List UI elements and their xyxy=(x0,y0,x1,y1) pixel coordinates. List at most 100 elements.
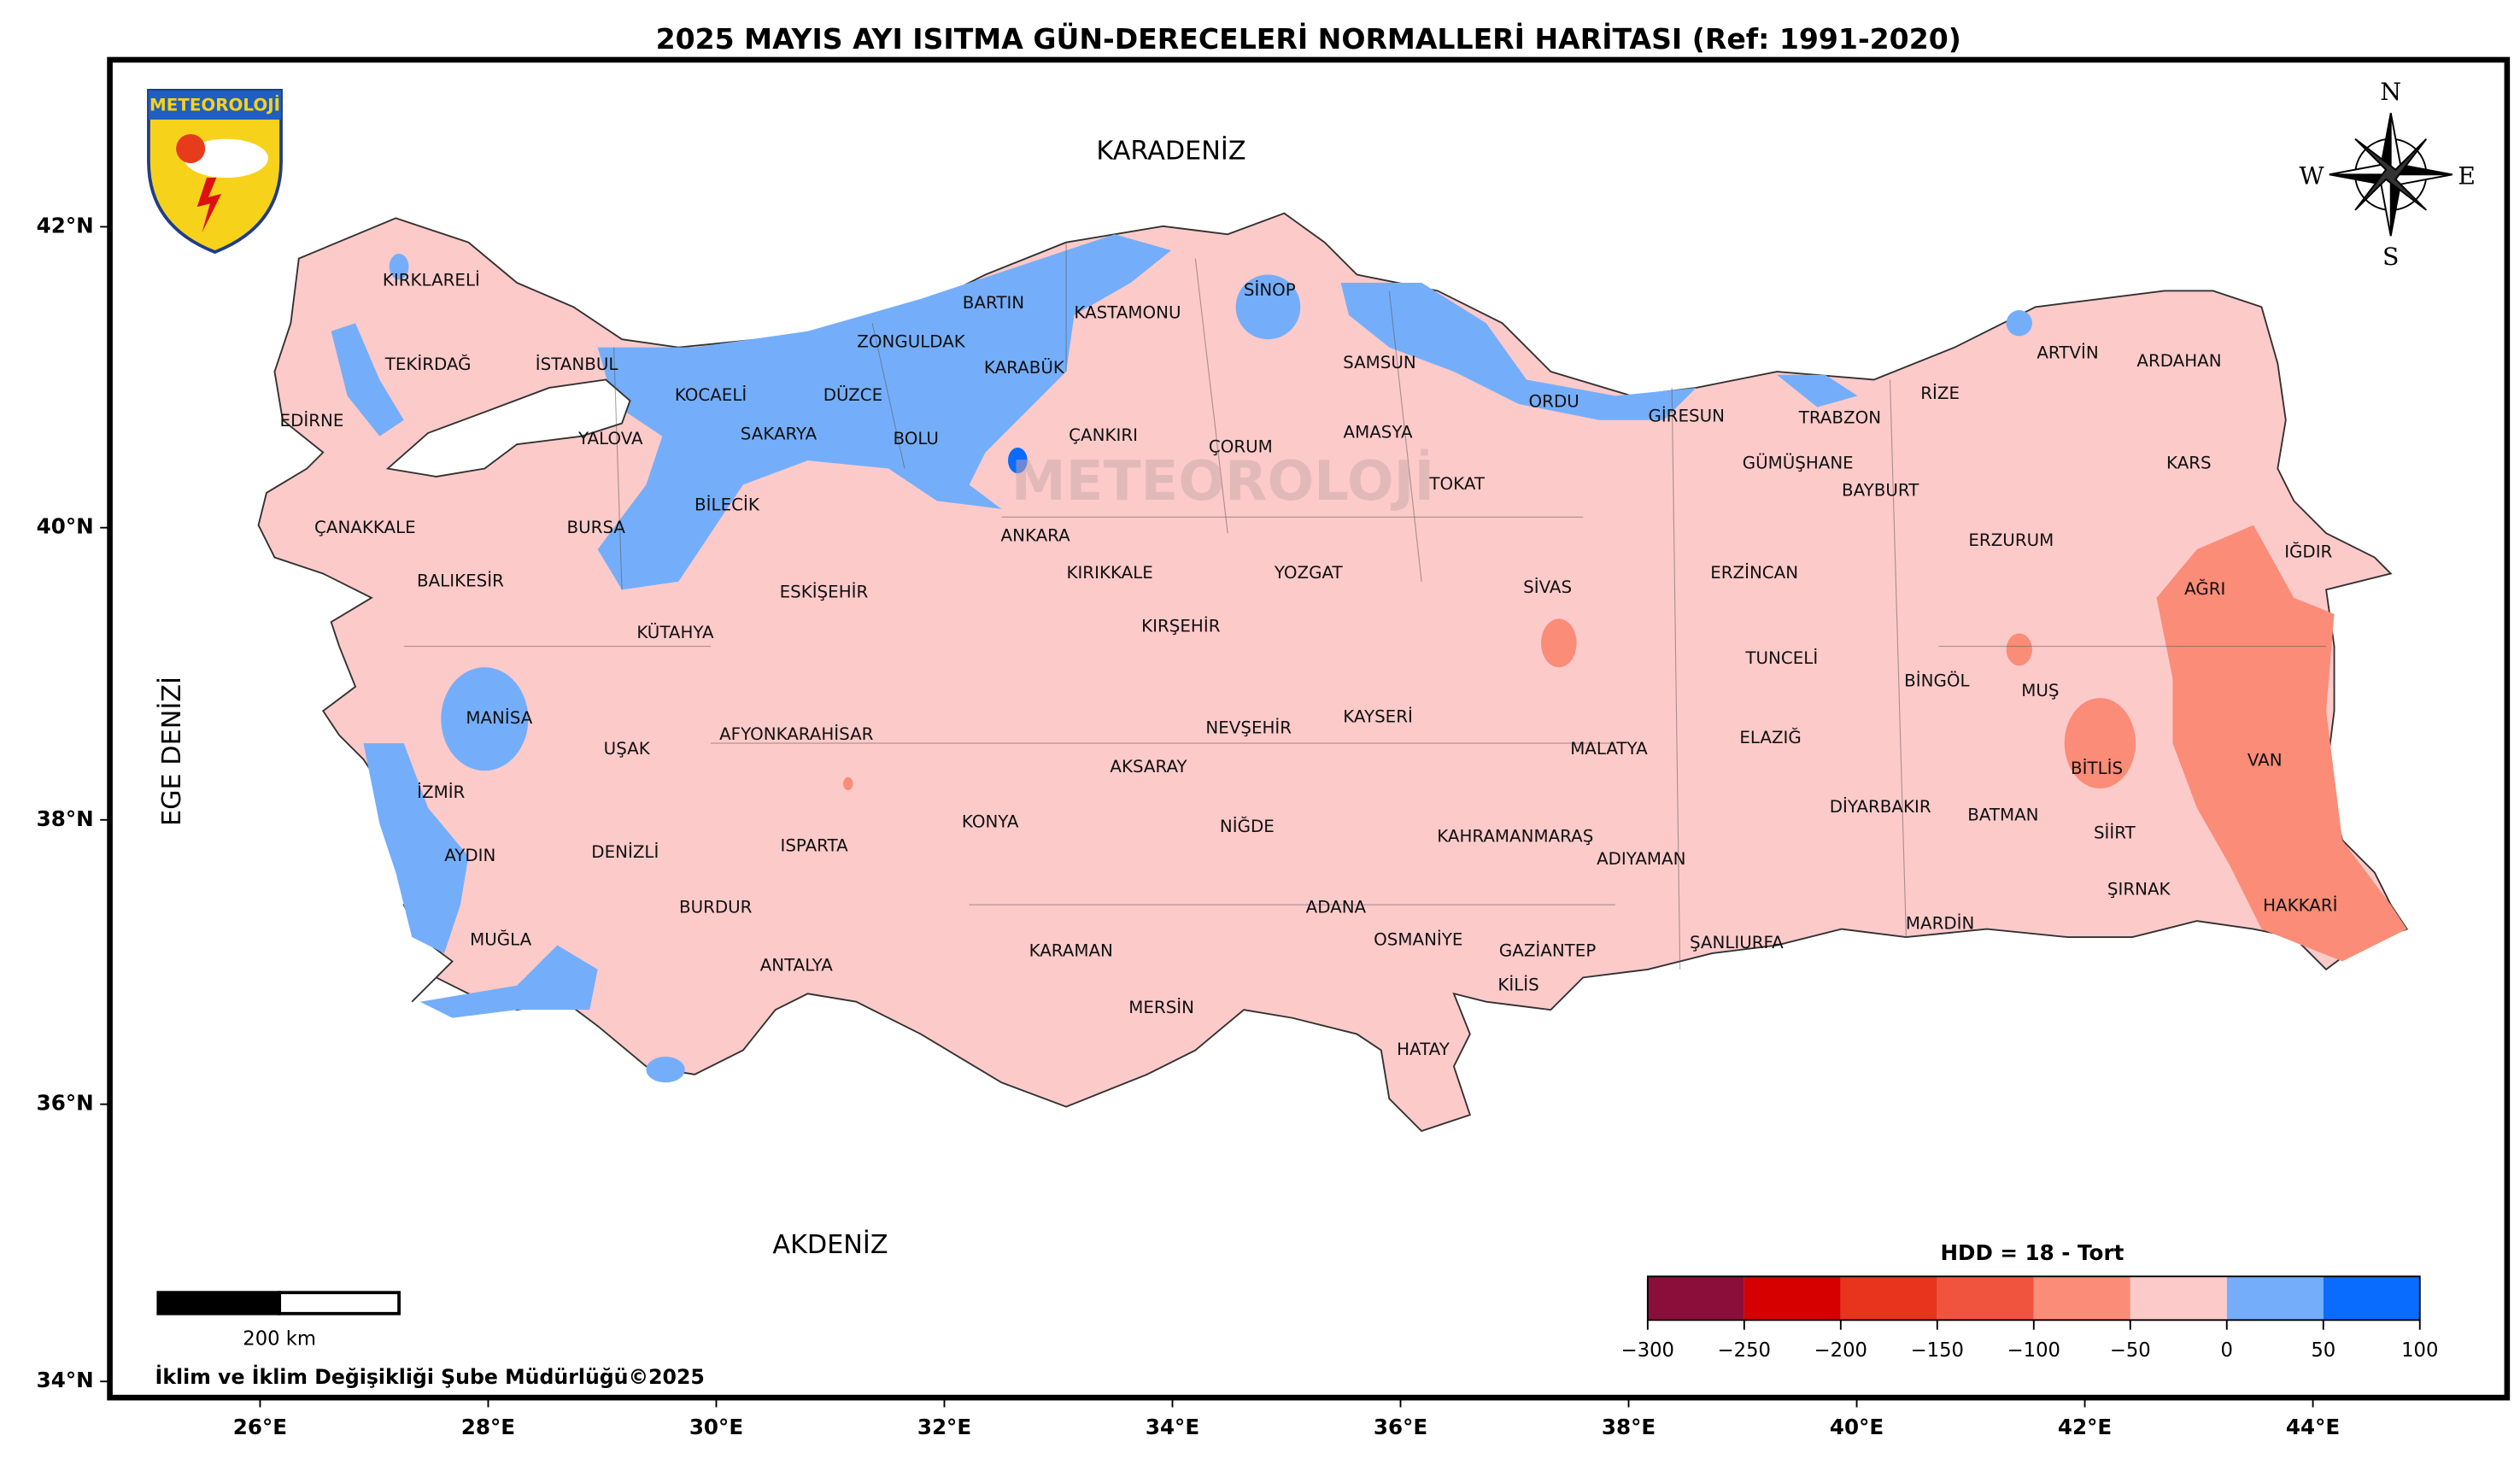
logo-band xyxy=(148,90,282,120)
province-label: MUĞLA xyxy=(470,929,532,949)
province-label: MERSİN xyxy=(1128,998,1194,1017)
province-label: TRABZON xyxy=(1798,407,1881,427)
y-tick-label: 42°N xyxy=(37,213,94,237)
province-label: KONYA xyxy=(962,812,1019,831)
anomaly-zone xyxy=(363,743,469,953)
province-label: AFYONKARAHİSAR xyxy=(719,724,874,744)
colorbar: −300 −250 −200 −150 −100 −50 0 50 100 xyxy=(1621,1275,2438,1362)
province-label: KIRKLARELİ xyxy=(383,271,480,290)
province-label: TUNCELİ xyxy=(1744,648,1818,668)
anomaly-zone xyxy=(419,945,598,1018)
province-label: BAYBURT xyxy=(1842,481,1919,501)
province-label: ŞIRNAK xyxy=(2107,880,2171,899)
province-label: MUŞ xyxy=(2021,681,2059,700)
anomaly-zone xyxy=(646,1057,685,1083)
province-label: ESKİŞEHİR xyxy=(780,583,869,602)
credit: İklim ve İklim Değişikliği Şube Müdürlüğ… xyxy=(155,1365,705,1389)
colorbar-tick-label: −150 xyxy=(1911,1339,1964,1362)
province-label: ŞANLIURFA xyxy=(1690,933,1784,952)
province-label: UŞAK xyxy=(604,739,651,759)
colorbar-tick-label: −100 xyxy=(2007,1339,2060,1362)
province-label: BURSA xyxy=(567,518,626,537)
province-label: KASTAMONU xyxy=(1074,302,1181,322)
colorbar-segment xyxy=(1840,1276,1937,1321)
province-label: HATAY xyxy=(1397,1040,1450,1059)
anomaly-zone xyxy=(2006,310,2032,337)
province-label: NİĞDE xyxy=(1220,816,1275,836)
anomaly-zone xyxy=(1340,283,1697,420)
province-label: ANTALYA xyxy=(760,956,834,976)
province-boundary xyxy=(1388,290,1422,582)
logo: METEOROLOJİ xyxy=(147,89,283,255)
anomaly-zone xyxy=(2006,633,2032,666)
colorbar-tick-label: −200 xyxy=(1814,1339,1867,1362)
anomaly-zone xyxy=(1777,374,1858,407)
province-label: BİLECİK xyxy=(694,495,760,515)
province-label: SİNOP xyxy=(1244,280,1296,300)
colorbar-segment xyxy=(2323,1276,2420,1321)
province-label: KOCAELİ xyxy=(675,385,747,405)
province-label: KİLİS xyxy=(1497,975,1538,994)
colorbar-segment xyxy=(2033,1276,2130,1321)
province-label: GAZİANTEP xyxy=(1499,941,1596,961)
watermark: METEOROLOJİ xyxy=(1011,448,1435,513)
logo-bolt xyxy=(196,178,222,233)
anomaly-zone xyxy=(2064,698,2136,789)
marmara-sea xyxy=(385,378,631,478)
province-label: AĞRI xyxy=(2184,578,2225,599)
colorbar-tick-label: −50 xyxy=(2110,1339,2151,1362)
anomaly-zone xyxy=(843,776,853,790)
province-label: MALATYA xyxy=(1570,739,1648,759)
map-frame xyxy=(107,56,2511,1401)
province-label: ÇORUM xyxy=(1209,437,1273,456)
x-tick-label: 26°E xyxy=(233,1415,287,1439)
province-label: AKSARAY xyxy=(1110,757,1187,776)
province-label: IĞDIR xyxy=(2284,541,2332,561)
province-label: DÜZCE xyxy=(823,385,882,405)
province-label: SİVAS xyxy=(1523,577,1572,597)
anomaly-core xyxy=(1008,447,1028,474)
x-tick-label: 30°E xyxy=(689,1415,743,1439)
province-label: KÜTAHYA xyxy=(636,623,714,642)
scale-bar-white xyxy=(278,1291,401,1315)
province-label: KAYSERİ xyxy=(1343,706,1413,726)
province-label: AYDIN xyxy=(444,846,495,865)
anomaly-zone xyxy=(597,234,1171,590)
province-boundary xyxy=(613,347,623,590)
colorbar-tick-label: −250 xyxy=(1718,1339,1771,1362)
anomaly-zone xyxy=(1541,618,1577,668)
logo-sun xyxy=(176,133,206,164)
scale-bar-black xyxy=(156,1291,282,1315)
province-boundary xyxy=(1194,258,1228,534)
x-tick-label: 40°E xyxy=(1830,1415,1884,1439)
province-label: ARTVİN xyxy=(2037,343,2098,363)
province-label: SAKARYA xyxy=(741,424,818,443)
compass-s: S xyxy=(2382,243,2399,271)
province-label: AMASYA xyxy=(1344,422,1413,442)
province-label: KARABÜK xyxy=(984,358,1065,378)
x-tick-label: 42°E xyxy=(2058,1415,2112,1439)
x-tick-label: 38°E xyxy=(1602,1415,1656,1439)
province-label: OSMANİYE xyxy=(1374,929,1462,949)
anomaly-zone xyxy=(2156,524,2407,962)
y-tick-label: 34°N xyxy=(37,1368,94,1392)
province-label: BİTLİS xyxy=(2071,759,2123,778)
province-label: SAMSUN xyxy=(1343,353,1416,372)
province-label: VAN xyxy=(2247,750,2283,770)
province-label: ELAZIĞ xyxy=(1739,727,1801,747)
anomaly-zone xyxy=(389,253,409,280)
scale-bar-label: 200 km xyxy=(243,1328,316,1351)
logo-text: METEOROLOJİ xyxy=(149,94,280,114)
province-label: SİİRT xyxy=(2094,823,2136,842)
province-label: ORDU xyxy=(1529,391,1579,411)
province-label: YOZGAT xyxy=(1274,563,1344,583)
y-tick-label: 38°N xyxy=(37,806,94,831)
compass-w: W xyxy=(2299,162,2324,190)
province-label: KARAMAN xyxy=(1029,941,1113,961)
province-label: GÜMÜŞHANE xyxy=(1743,453,1854,472)
province-label: TEKİRDAĞ xyxy=(384,354,472,374)
province-label: BARTIN xyxy=(963,293,1024,313)
colorbar-segment xyxy=(1647,1276,1744,1321)
colorbar-segment xyxy=(2226,1276,2324,1321)
anomaly-zone xyxy=(331,323,404,437)
